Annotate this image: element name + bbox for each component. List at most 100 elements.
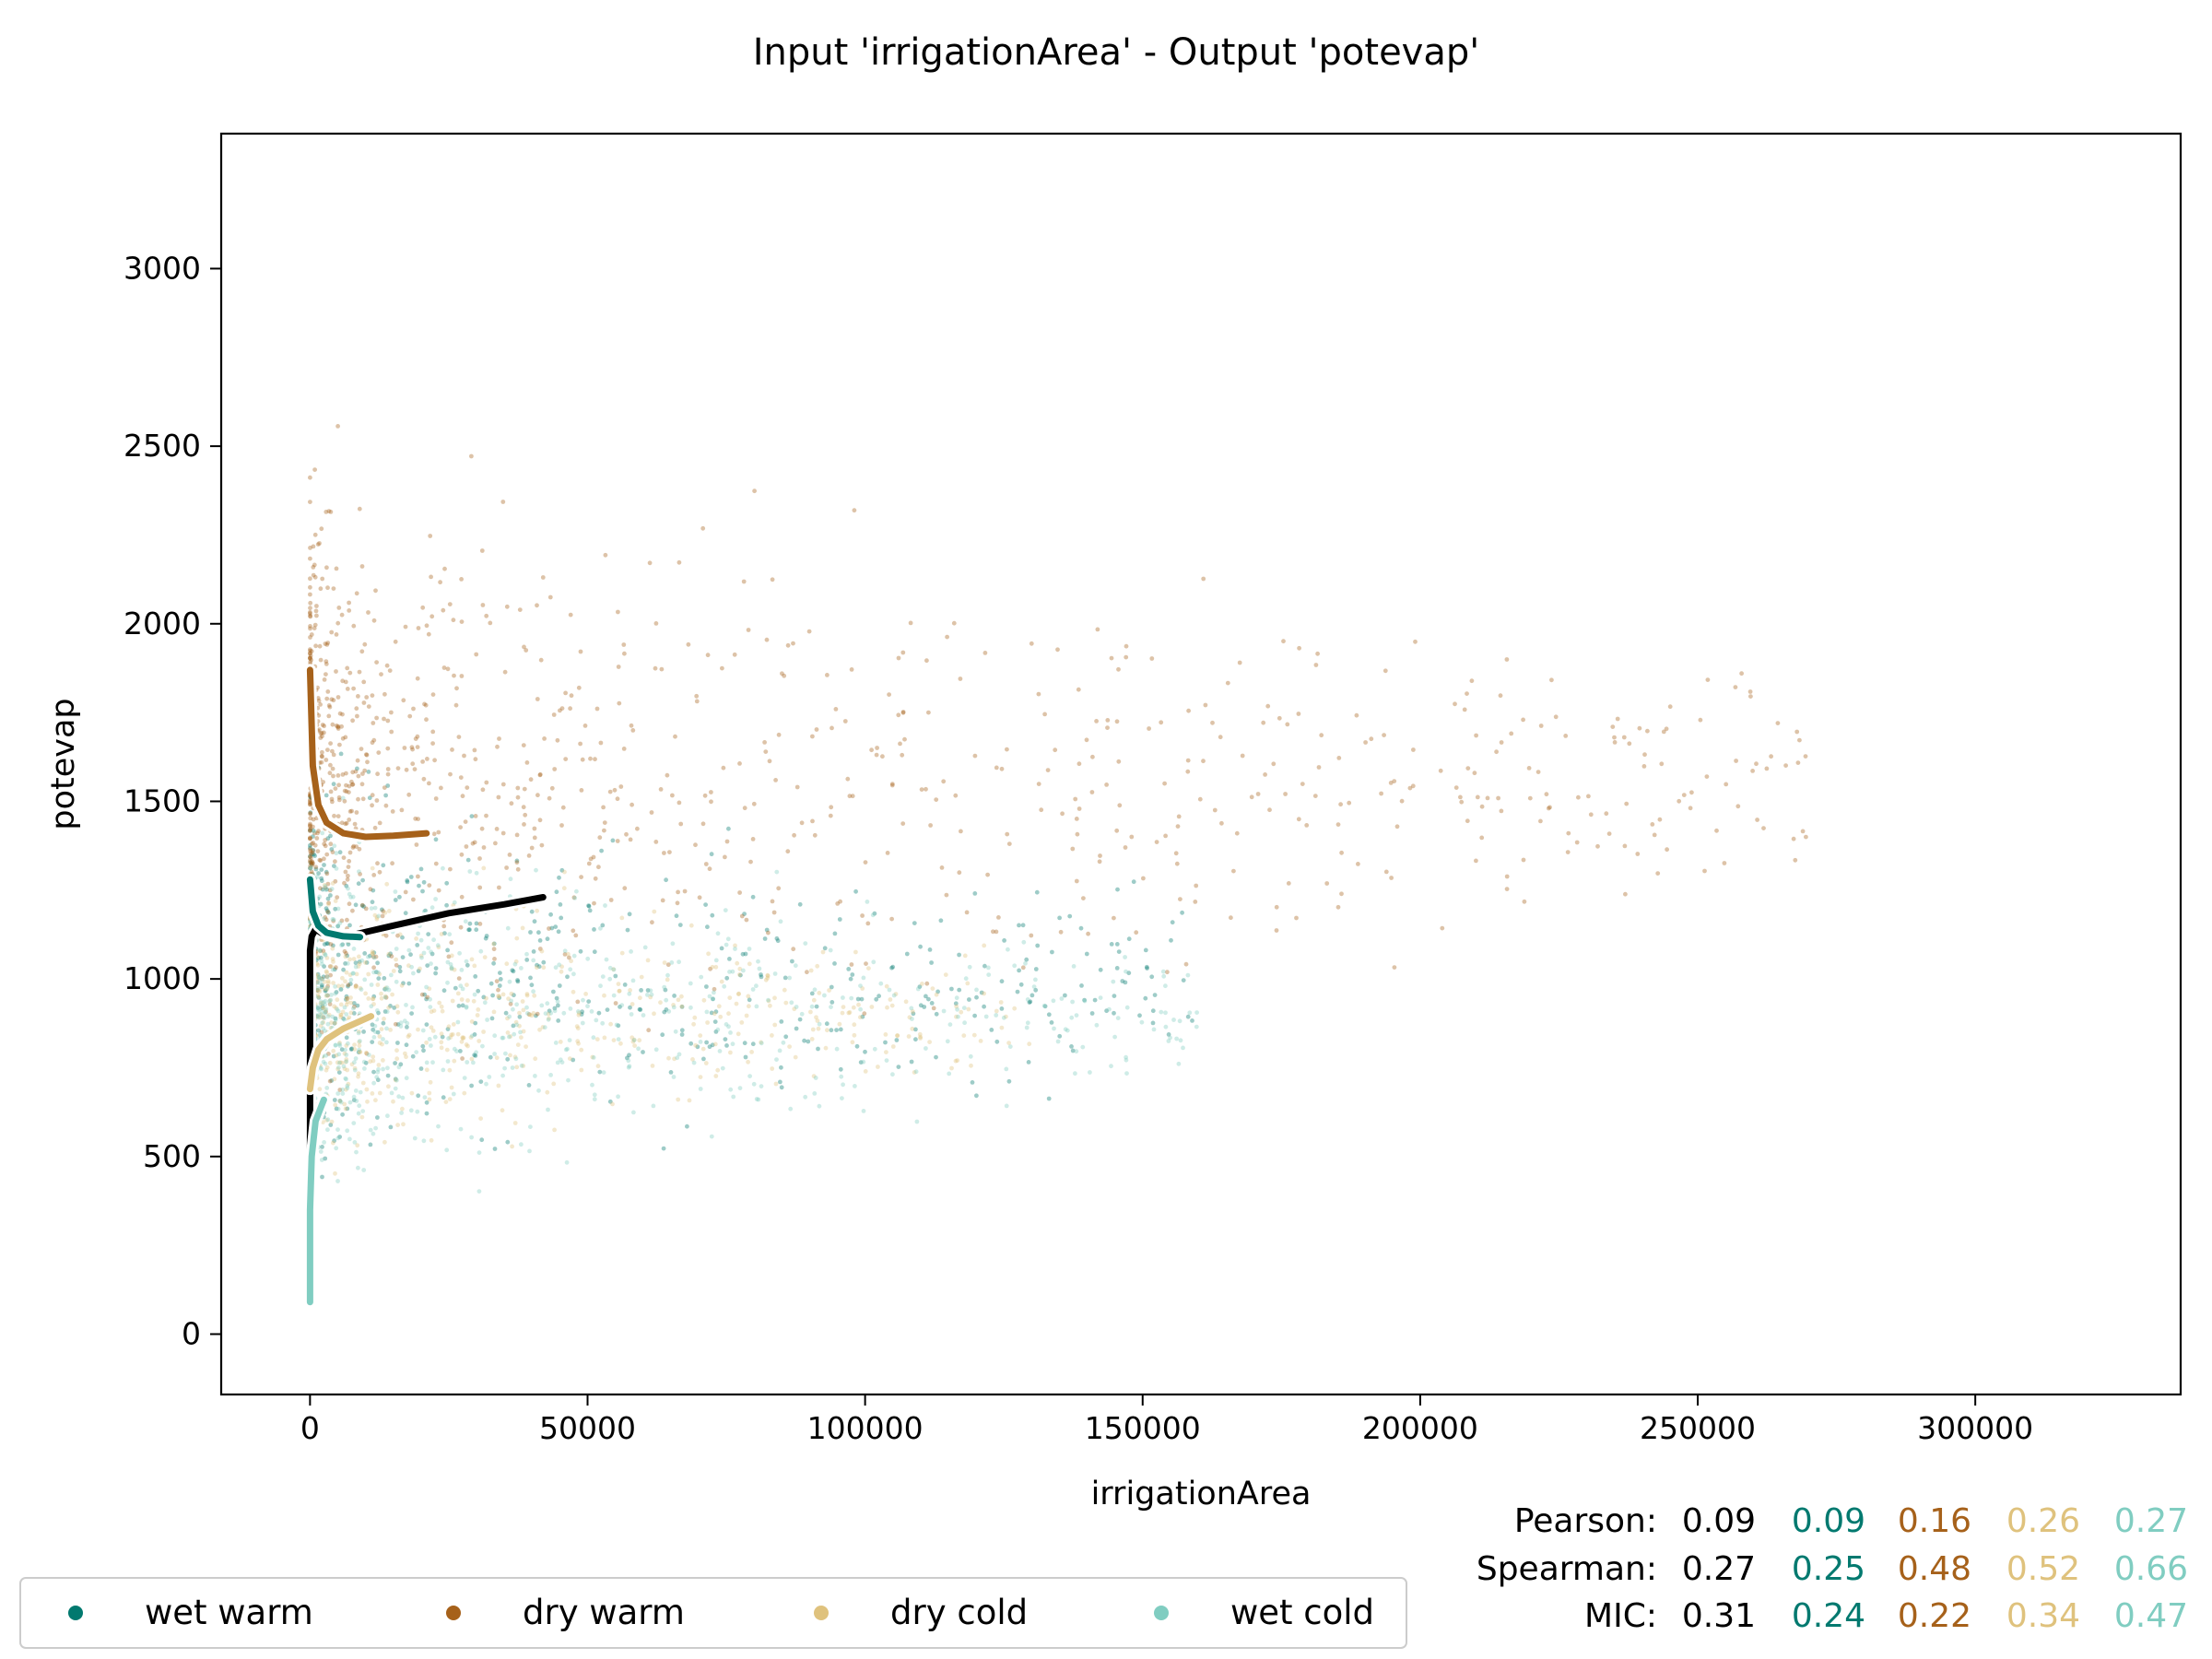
scatter-point — [957, 987, 962, 993]
scatter-point — [356, 773, 361, 779]
scatter-point — [364, 695, 370, 700]
scatter-point — [670, 793, 675, 798]
scatter-point — [622, 651, 627, 656]
scatter-point — [465, 998, 470, 1003]
scatter-point — [870, 912, 876, 918]
scatter-point — [511, 1006, 515, 1012]
scatter-point — [393, 1077, 398, 1082]
scatter-point — [665, 972, 670, 978]
scatter-point — [521, 1029, 526, 1034]
scatter-point — [505, 1016, 510, 1021]
scatter-point — [371, 1035, 377, 1040]
scatter-point — [337, 1099, 343, 1104]
scatter-point — [1060, 811, 1065, 817]
scatter-point — [642, 945, 648, 950]
scatter-point — [1094, 719, 1099, 724]
scatter-point — [439, 1031, 444, 1037]
scatter-point — [371, 1080, 376, 1086]
scatter-point — [721, 765, 726, 771]
scatter-point — [889, 782, 895, 788]
scatter-point — [994, 929, 999, 935]
scatter-point — [325, 993, 330, 998]
scatter-point — [536, 1088, 541, 1093]
scatter-point — [514, 1065, 520, 1070]
scatter-point — [677, 800, 682, 806]
scatter-point — [493, 841, 498, 846]
scatter-point — [328, 741, 333, 746]
scatter-point — [1185, 972, 1191, 978]
scatter-point — [1185, 769, 1191, 774]
scatter-point — [600, 974, 606, 979]
scatter-point — [320, 830, 325, 836]
scatter-point — [704, 1009, 710, 1015]
scatter-point — [337, 921, 343, 925]
scatter-point — [967, 964, 972, 970]
scatter-point — [371, 1058, 376, 1064]
scatter-point — [351, 1094, 357, 1100]
scatter-point — [700, 525, 706, 531]
scatter-point — [1324, 881, 1330, 886]
scatter-point — [597, 1069, 603, 1075]
scatter-point — [1025, 1020, 1030, 1026]
scatter-point — [331, 959, 335, 964]
scatter-point — [321, 916, 326, 922]
scatter-point — [596, 865, 601, 870]
scatter-point — [341, 1064, 347, 1069]
scatter-point — [772, 1022, 778, 1028]
scatter-point — [548, 1073, 553, 1077]
scatter-point — [394, 1048, 399, 1053]
scatter-point — [497, 736, 501, 741]
scatter-point — [429, 949, 433, 955]
scatter-point — [325, 1127, 330, 1133]
scatter-point — [968, 1053, 973, 1059]
scatter-point — [637, 1038, 642, 1043]
y-axis-label: potevap — [45, 698, 82, 830]
scatter-point — [315, 849, 321, 853]
scatter-point — [560, 805, 566, 810]
scatter-point — [347, 923, 352, 928]
scatter-point — [514, 935, 520, 941]
x-axis-ticks: 0 50000 100000 150000 200000 250000 300000 — [300, 1394, 2033, 1446]
scatter-point — [1606, 831, 1612, 836]
scatter-point — [732, 652, 737, 657]
scatter-point — [956, 1014, 960, 1019]
scatter-point — [1526, 766, 1532, 771]
scatter-point — [342, 1005, 347, 1010]
scatter-point — [335, 724, 341, 730]
scatter-point — [1053, 747, 1058, 753]
scatter-point — [380, 1041, 384, 1047]
legend-label: wet warm — [145, 1593, 313, 1632]
scatter-point — [308, 821, 312, 827]
scatter-point — [517, 1014, 523, 1019]
scatter-point — [458, 775, 464, 780]
scatter-point — [415, 1109, 420, 1114]
scatter-point — [343, 1106, 348, 1112]
scatter-point — [469, 957, 475, 962]
scatter-point — [449, 940, 454, 946]
scatter-point — [608, 1021, 613, 1027]
scatter-point — [347, 891, 352, 897]
scatter-point — [340, 1112, 345, 1117]
scatter-point — [359, 958, 365, 963]
scatter-point — [676, 889, 680, 895]
scatter-point — [735, 992, 741, 996]
scatter-point — [340, 975, 345, 981]
scatter-point — [401, 1122, 406, 1127]
scatter-point — [329, 796, 335, 802]
scatter-point — [308, 651, 312, 656]
scatter-point — [789, 1000, 794, 1006]
scatter-point — [581, 997, 585, 1003]
scatter-point — [989, 1028, 994, 1032]
scatter-point — [607, 976, 613, 982]
scatter-point — [1764, 766, 1770, 771]
scatter-point — [874, 752, 879, 758]
scatter-point — [324, 642, 330, 647]
scatter-point — [308, 802, 312, 806]
scatter-point — [330, 957, 335, 961]
scatter-point — [1485, 795, 1490, 801]
scatter-point — [1595, 843, 1600, 849]
scatter-point — [355, 1003, 360, 1008]
scatter-point — [778, 1079, 782, 1085]
scatter-point — [1190, 1018, 1194, 1023]
scatter-point — [602, 820, 607, 825]
